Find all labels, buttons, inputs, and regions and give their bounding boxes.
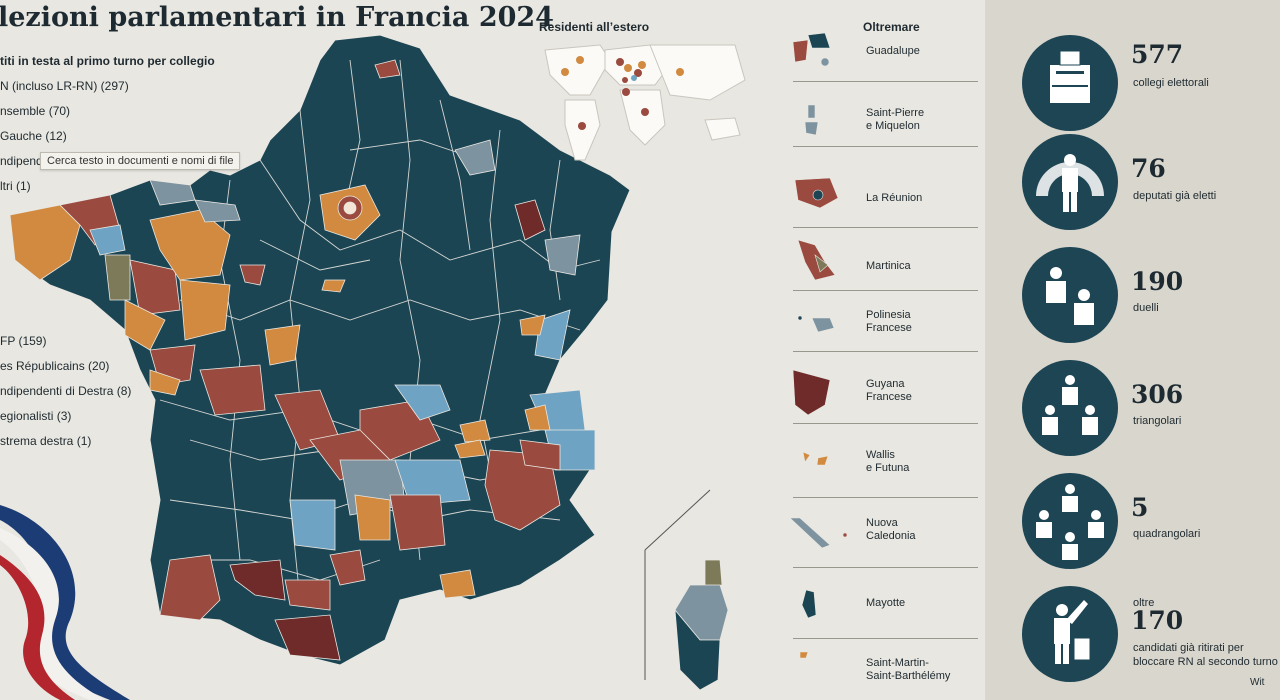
- divider: [793, 290, 978, 291]
- stat-label: quadrangolari: [1133, 528, 1201, 540]
- stat-label: collegi elettorali: [1133, 77, 1209, 89]
- quadrangular-icon: [1022, 473, 1118, 569]
- legend-item: egionalisti (3): [0, 409, 72, 423]
- tricolor-ribbon: [0, 505, 130, 700]
- overseas-label: La Réunion: [866, 192, 923, 204]
- divider: [793, 146, 978, 147]
- legend-item: nsemble (70): [0, 104, 71, 118]
- martinica-shape: [797, 239, 836, 281]
- stat-label: triangolari: [1133, 415, 1182, 427]
- overseas-label: Mayotte: [866, 597, 906, 609]
- guyana-shape: [792, 369, 831, 416]
- polinesia-shape: [797, 315, 835, 333]
- divider: [793, 351, 978, 352]
- triangular-icon: [1022, 360, 1118, 456]
- duel-icon: [1022, 247, 1118, 343]
- stat-number: 76: [1131, 154, 1166, 183]
- withdrawing-candidate-icon: [1022, 586, 1118, 682]
- stat-label: duelli: [1133, 302, 1159, 314]
- caledonia-shape: [789, 517, 848, 549]
- reunion-shape: [794, 177, 839, 209]
- overseas-label: Nuova Caledonia: [866, 517, 916, 542]
- legend-item: FP (159): [0, 334, 47, 348]
- stat-number: 577: [1131, 40, 1184, 69]
- legend-heading: titi in testa al primo turno per collegi…: [0, 54, 215, 68]
- overseas-label: Polinesia Francese: [866, 309, 912, 334]
- legend-item: es Républicains (20): [0, 359, 110, 373]
- stat-number: 306: [1131, 380, 1184, 409]
- overseas-territories: [789, 32, 848, 659]
- search-tooltip: Cerca testo in documenti e nomi di file: [40, 152, 241, 170]
- divider: [793, 567, 978, 568]
- world-map: [544, 44, 746, 161]
- overseas-label: Martinica: [866, 260, 911, 272]
- overseas-title: Oltremare: [863, 20, 920, 34]
- metropolitan-france: [9, 34, 729, 691]
- divider: [793, 638, 978, 639]
- stat-label: deputati già eletti: [1133, 190, 1217, 202]
- page-title: lezioni parlamentari in Francia 2024: [0, 2, 554, 33]
- divider: [793, 227, 978, 228]
- guadalupe-shape: [792, 32, 831, 67]
- abroad-title: Residenti all’estero: [539, 20, 650, 34]
- stat-prefix: oltre: [1133, 597, 1155, 609]
- divider: [793, 497, 978, 498]
- wallis-shape: [802, 451, 829, 466]
- legend-item: strema destra (1): [0, 434, 92, 448]
- parliament-deputy-icon: [1022, 134, 1118, 230]
- region-gauche: [89, 224, 126, 256]
- overseas-label: Guyana Francese: [866, 378, 912, 403]
- divider: [793, 81, 978, 82]
- stats-panel: [985, 0, 1280, 700]
- saint-martin-shape: [799, 651, 809, 659]
- overseas-label: Wallis e Futuna: [866, 449, 910, 474]
- credit: Wit: [1250, 677, 1265, 688]
- legend-item: ndipendenti di Destra (8): [0, 384, 132, 398]
- stat-label: candidati già ritirati per bloccare RN a…: [1133, 642, 1278, 668]
- france-map: [0, 32, 848, 700]
- corsica: [674, 559, 729, 691]
- divider: [793, 423, 978, 424]
- stat-number: 170: [1131, 606, 1184, 635]
- legend-item: ltri (1): [0, 179, 31, 193]
- overseas-label: Saint-Martin- Saint-Barthélémy: [866, 657, 951, 682]
- overseas-label: Saint-Pierre e Miquelon: [866, 107, 925, 132]
- region-olive: [104, 254, 131, 301]
- saint-pierre-shape: [804, 104, 819, 136]
- legend-item: N (incluso LR-RN) (297): [0, 79, 129, 93]
- stat-number: 190: [1131, 267, 1184, 296]
- legend-item: ndipend: [0, 154, 43, 168]
- abroad-markers: [561, 56, 684, 130]
- overseas-label: Guadalupe: [866, 45, 920, 57]
- legend-item: Gauche (12): [0, 129, 67, 143]
- ballot-box-icon: [1022, 35, 1118, 131]
- stat-number: 5: [1131, 493, 1149, 522]
- mayotte-shape: [801, 589, 817, 619]
